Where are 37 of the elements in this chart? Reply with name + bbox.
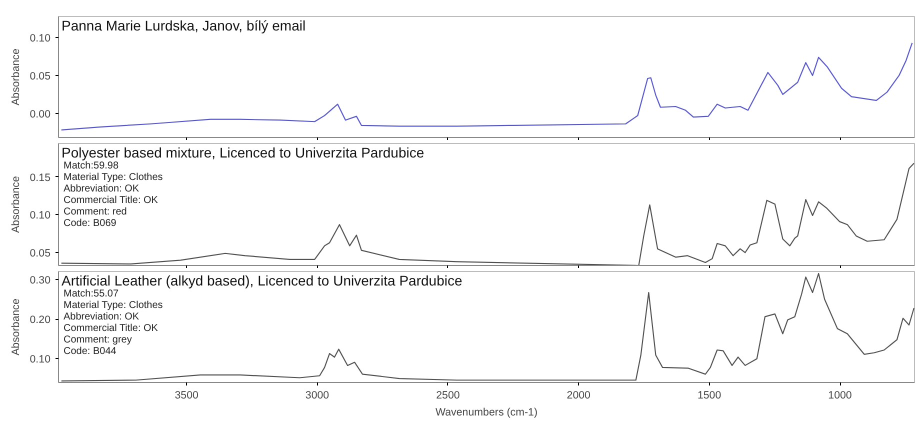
y-tick-label: 0.10 <box>30 210 51 222</box>
annotation: Material Type: Clothes <box>64 172 163 183</box>
x-tick-label: 2500 <box>436 390 460 402</box>
y-tick-label: 0.05 <box>30 248 51 260</box>
line-series <box>60 272 914 382</box>
annotation: Match:59.98 <box>64 160 119 172</box>
y-tick-label: 0.05 <box>30 70 51 82</box>
x-axis-title: Wavenumbers (cm-1) <box>435 406 538 418</box>
y-axis-title: Absorbance <box>10 176 22 233</box>
annotation: Match:55.07 <box>64 288 119 300</box>
y-tick-label: 0.30 <box>30 274 51 286</box>
x-tick-label: 1500 <box>697 390 722 402</box>
y-axis-title: Absorbance <box>10 298 22 356</box>
line-series <box>60 162 914 266</box>
chart-title: Panna Marie Lurdska, Janov, bílý email <box>62 18 306 34</box>
annotation: Abbreviation: OK <box>64 184 140 194</box>
chart-title: Polyester based mixture, Licenced to Univerzita Pardubice <box>62 144 424 160</box>
annotation: Code: B044 <box>64 346 117 357</box>
line-series <box>60 42 913 130</box>
x-tick-label: 2000 <box>566 390 591 402</box>
annotation: Comment: red <box>64 206 127 218</box>
x-tick-label: 1000 <box>828 390 852 402</box>
annotation: Material Type: Clothes <box>64 300 163 311</box>
chart-title: Artificial Leather (alkyd based), Licenced to Univerzita Pardubice <box>62 272 462 288</box>
annotation: Commercial Title: OK <box>64 195 158 206</box>
annotation: Commercial Title: OK <box>64 323 158 334</box>
annotation: Abbreviation: OK <box>64 312 140 322</box>
y-axis-title: Absorbance <box>10 48 22 106</box>
annotation: Code: B069 <box>64 218 117 229</box>
y-tick-label: 0.00 <box>30 108 51 120</box>
y-tick-label: 0.10 <box>30 354 51 366</box>
y-tick-label: 0.20 <box>30 314 51 326</box>
y-tick-label: 0.15 <box>30 172 51 184</box>
annotation: Comment: grey <box>64 334 132 346</box>
x-tick-label: 3500 <box>174 390 198 402</box>
y-tick-label: 0.10 <box>30 32 51 45</box>
x-tick-label: 3000 <box>305 390 330 402</box>
